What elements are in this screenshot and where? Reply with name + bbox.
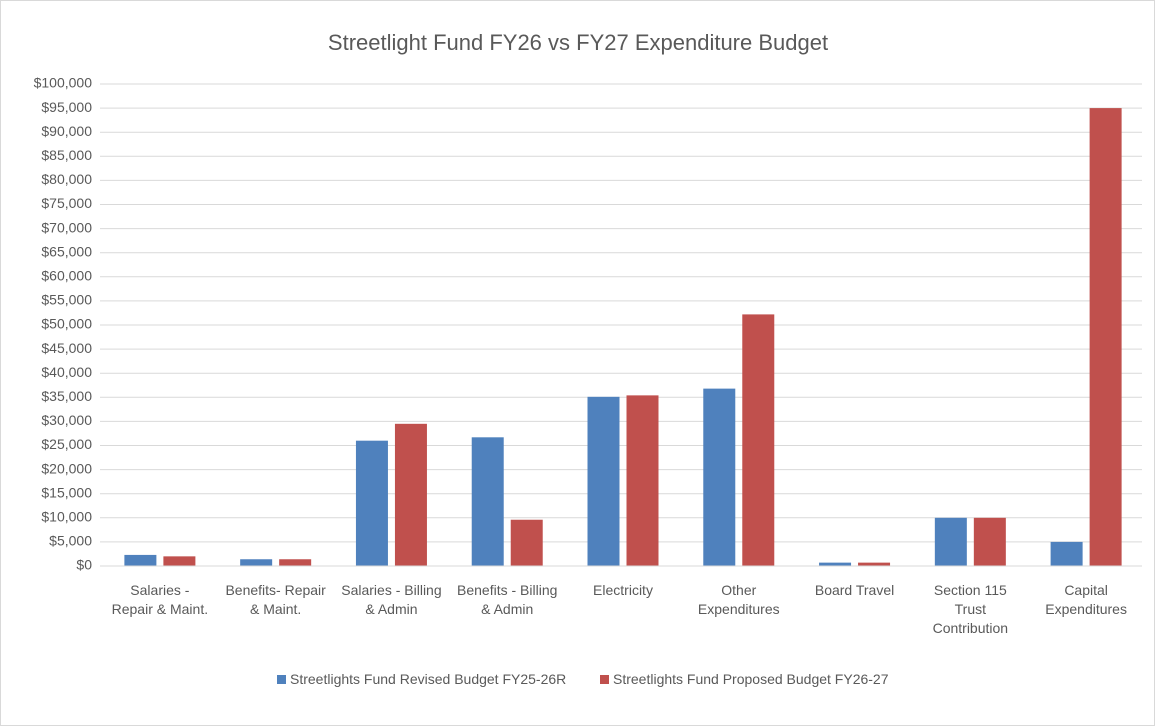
bar bbox=[934, 517, 967, 566]
x-tick-label: Board Travel bbox=[814, 582, 895, 598]
y-tick-label: $30,000 bbox=[41, 412, 92, 428]
x-tick-label: Benefits - Billing & Admin bbox=[457, 582, 558, 617]
x-tick-label: Section 115 Trust Contribution bbox=[932, 582, 1009, 636]
x-tick-label: Benefits- Repair & Maint. bbox=[225, 582, 326, 617]
legend-label: Streetlights Fund Revised Budget FY25-26… bbox=[290, 671, 567, 687]
bar bbox=[973, 517, 1006, 566]
legend-item: Streetlights Fund Revised Budget FY25-26… bbox=[277, 669, 567, 689]
y-tick-label: $85,000 bbox=[41, 147, 92, 163]
bar bbox=[626, 395, 659, 566]
bar bbox=[124, 554, 157, 566]
y-tick-label: $75,000 bbox=[41, 195, 92, 211]
chart-title: Streetlight Fund FY26 vs FY27 Expenditur… bbox=[328, 30, 828, 55]
y-tick-label: $40,000 bbox=[41, 364, 92, 380]
bar bbox=[703, 388, 736, 566]
bar bbox=[240, 559, 273, 566]
y-tick-label: $60,000 bbox=[41, 268, 92, 284]
legend-label: Streetlights Fund Proposed Budget FY26-2… bbox=[613, 671, 889, 687]
y-tick-label: $5,000 bbox=[49, 533, 92, 549]
y-tick-label: $50,000 bbox=[41, 316, 92, 332]
x-tick-label: Electricity bbox=[593, 582, 653, 598]
y-tick-label: $10,000 bbox=[41, 509, 92, 525]
bar bbox=[819, 562, 852, 566]
bar bbox=[587, 396, 620, 566]
bar bbox=[742, 314, 775, 566]
y-tick-label: $100,000 bbox=[34, 75, 93, 91]
bar bbox=[858, 562, 891, 566]
x-tick-label: Capital Expenditures bbox=[1045, 582, 1127, 617]
legend-item: Streetlights Fund Proposed Budget FY26-2… bbox=[600, 669, 890, 689]
y-tick-label: $15,000 bbox=[41, 484, 92, 500]
legend-swatch bbox=[600, 675, 609, 684]
y-tick-label: $45,000 bbox=[41, 340, 92, 356]
bar bbox=[279, 559, 312, 566]
bar bbox=[355, 440, 388, 566]
bar bbox=[394, 423, 427, 566]
bar bbox=[1050, 541, 1083, 566]
y-tick-label: $20,000 bbox=[41, 460, 92, 476]
x-tick-label: Other Expenditures bbox=[697, 582, 780, 617]
bar bbox=[471, 437, 504, 566]
bar bbox=[510, 519, 543, 566]
legend-swatch bbox=[277, 675, 286, 684]
x-tick-label: Salaries - Billing & Admin bbox=[341, 582, 442, 617]
y-tick-label: $65,000 bbox=[41, 243, 92, 259]
y-tick-label: $35,000 bbox=[41, 388, 92, 404]
y-tick-label: $0 bbox=[76, 557, 92, 573]
y-tick-label: $80,000 bbox=[41, 171, 92, 187]
y-tick-label: $90,000 bbox=[41, 123, 92, 139]
y-tick-label: $95,000 bbox=[41, 99, 92, 115]
x-tick-label: Salaries - Repair & Maint. bbox=[111, 582, 209, 617]
y-tick-label: $70,000 bbox=[41, 219, 92, 235]
y-tick-label: $55,000 bbox=[41, 292, 92, 308]
bar bbox=[1089, 108, 1122, 566]
bar bbox=[163, 556, 196, 566]
y-tick-label: $25,000 bbox=[41, 436, 92, 452]
